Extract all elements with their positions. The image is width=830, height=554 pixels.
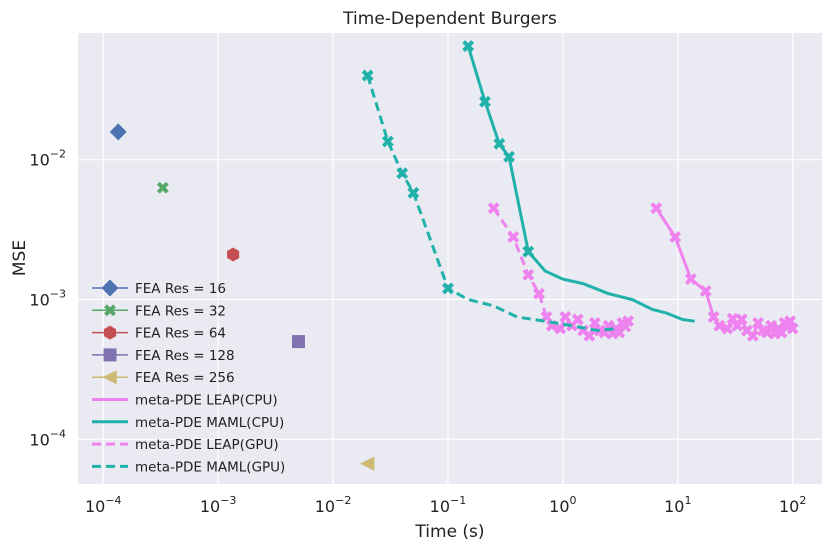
chart-title: Time-Dependent Burgers xyxy=(342,9,557,29)
x-tick-label-0: 10−4 xyxy=(85,494,122,516)
series-4 xyxy=(360,456,375,471)
point-marker xyxy=(650,202,663,215)
point-marker xyxy=(462,40,475,52)
y-axis-label: MSE xyxy=(10,240,30,276)
series-line-8 xyxy=(366,75,618,332)
point-marker xyxy=(735,313,748,326)
legend-item-2: FEA Res = 64 xyxy=(92,325,226,342)
point-marker xyxy=(746,329,759,342)
series-2 xyxy=(227,247,240,262)
series-1 xyxy=(156,181,169,194)
x-tick-label-6: 102 xyxy=(779,494,806,516)
point-marker xyxy=(684,273,697,285)
point-marker xyxy=(487,202,500,215)
point-marker xyxy=(786,322,799,335)
point-marker xyxy=(707,311,720,323)
point-marker xyxy=(442,282,454,295)
y-tick-label-0: 10−4 xyxy=(29,427,66,449)
legend-label: meta-PDE MAML(CPU) xyxy=(135,415,284,431)
series-5 xyxy=(650,202,799,342)
point-marker xyxy=(522,268,535,281)
point-marker xyxy=(559,311,572,323)
legend-item-5: meta-PDE LEAP(CPU) xyxy=(92,393,278,409)
point-marker xyxy=(507,231,520,243)
point-marker xyxy=(533,287,545,300)
point-marker xyxy=(752,317,764,329)
y-tick-label-2: 10−2 xyxy=(29,148,66,170)
legend-label: FEA Res = 256 xyxy=(135,370,235,386)
x-axis-label: Time (s) xyxy=(414,522,484,542)
y-axis-ticks: 10−4 10−3 10−2 xyxy=(29,148,66,450)
point-marker xyxy=(765,319,778,332)
series-6 xyxy=(462,40,695,323)
series-8 xyxy=(361,69,618,332)
legend-label: FEA Res = 32 xyxy=(135,303,226,319)
legend-item-4: FEA Res = 256 xyxy=(92,370,235,386)
legend-label: meta-PDE LEAP(GPU) xyxy=(135,437,279,453)
series-layer xyxy=(109,40,799,471)
legend-item-8: meta-PDE MAML(GPU) xyxy=(92,459,285,475)
point-marker xyxy=(622,315,635,328)
point-marker xyxy=(669,231,682,243)
legend-marker xyxy=(102,370,117,385)
point-marker xyxy=(721,322,734,335)
legend-item-6: meta-PDE MAML(CPU) xyxy=(92,415,284,431)
point-marker xyxy=(156,181,169,194)
x-tick-label-1: 10−3 xyxy=(200,494,237,516)
x-tick-label-4: 100 xyxy=(549,494,576,516)
legend-label: FEA Res = 64 xyxy=(135,326,226,342)
legend-item-3: FEA Res = 128 xyxy=(92,348,235,364)
x-tick-label-5: 101 xyxy=(664,494,691,516)
x-tick-label-3: 10−1 xyxy=(430,494,467,516)
point-marker xyxy=(583,329,596,342)
point-marker xyxy=(784,315,797,328)
point-marker xyxy=(571,313,584,326)
point-marker xyxy=(396,167,409,180)
point-marker xyxy=(361,69,374,82)
legend-marker xyxy=(104,304,116,317)
legend-marker xyxy=(101,279,119,297)
point-marker xyxy=(109,123,127,141)
x-tick-label-2: 10−2 xyxy=(315,494,352,516)
series-0 xyxy=(109,123,127,141)
point-marker xyxy=(360,456,375,471)
series-3 xyxy=(291,335,305,349)
legend-item-1: FEA Res = 32 xyxy=(92,303,226,319)
plot-area xyxy=(78,33,822,484)
point-marker xyxy=(381,135,394,148)
point-marker xyxy=(407,186,420,199)
legend-label: FEA Res = 128 xyxy=(135,348,235,364)
legend-marker xyxy=(103,348,117,362)
point-marker xyxy=(493,137,506,150)
legend-label: meta-PDE LEAP(CPU) xyxy=(135,393,278,409)
legend-item-0: FEA Res = 16 xyxy=(92,279,226,297)
grid xyxy=(78,33,822,484)
point-marker xyxy=(713,319,726,332)
point-marker xyxy=(522,245,535,258)
x-axis-ticks: 10−4 10−3 10−2 10−1 100 101 102 xyxy=(85,494,806,516)
legend-item-7: meta-PDE LEAP(GPU) xyxy=(92,437,279,453)
legend-label: FEA Res = 16 xyxy=(135,281,226,297)
y-tick-label-1: 10−3 xyxy=(29,288,66,310)
point-marker xyxy=(699,285,712,297)
point-marker xyxy=(227,247,240,262)
point-marker xyxy=(479,95,491,108)
point-marker xyxy=(503,150,515,163)
legend-marker xyxy=(103,325,117,340)
point-marker xyxy=(291,335,305,349)
legend: FEA Res = 16 FEA Res = 32 FEA Res = 64 FEA … xyxy=(92,279,285,475)
legend-label: meta-PDE MAML(GPU) xyxy=(135,459,285,475)
